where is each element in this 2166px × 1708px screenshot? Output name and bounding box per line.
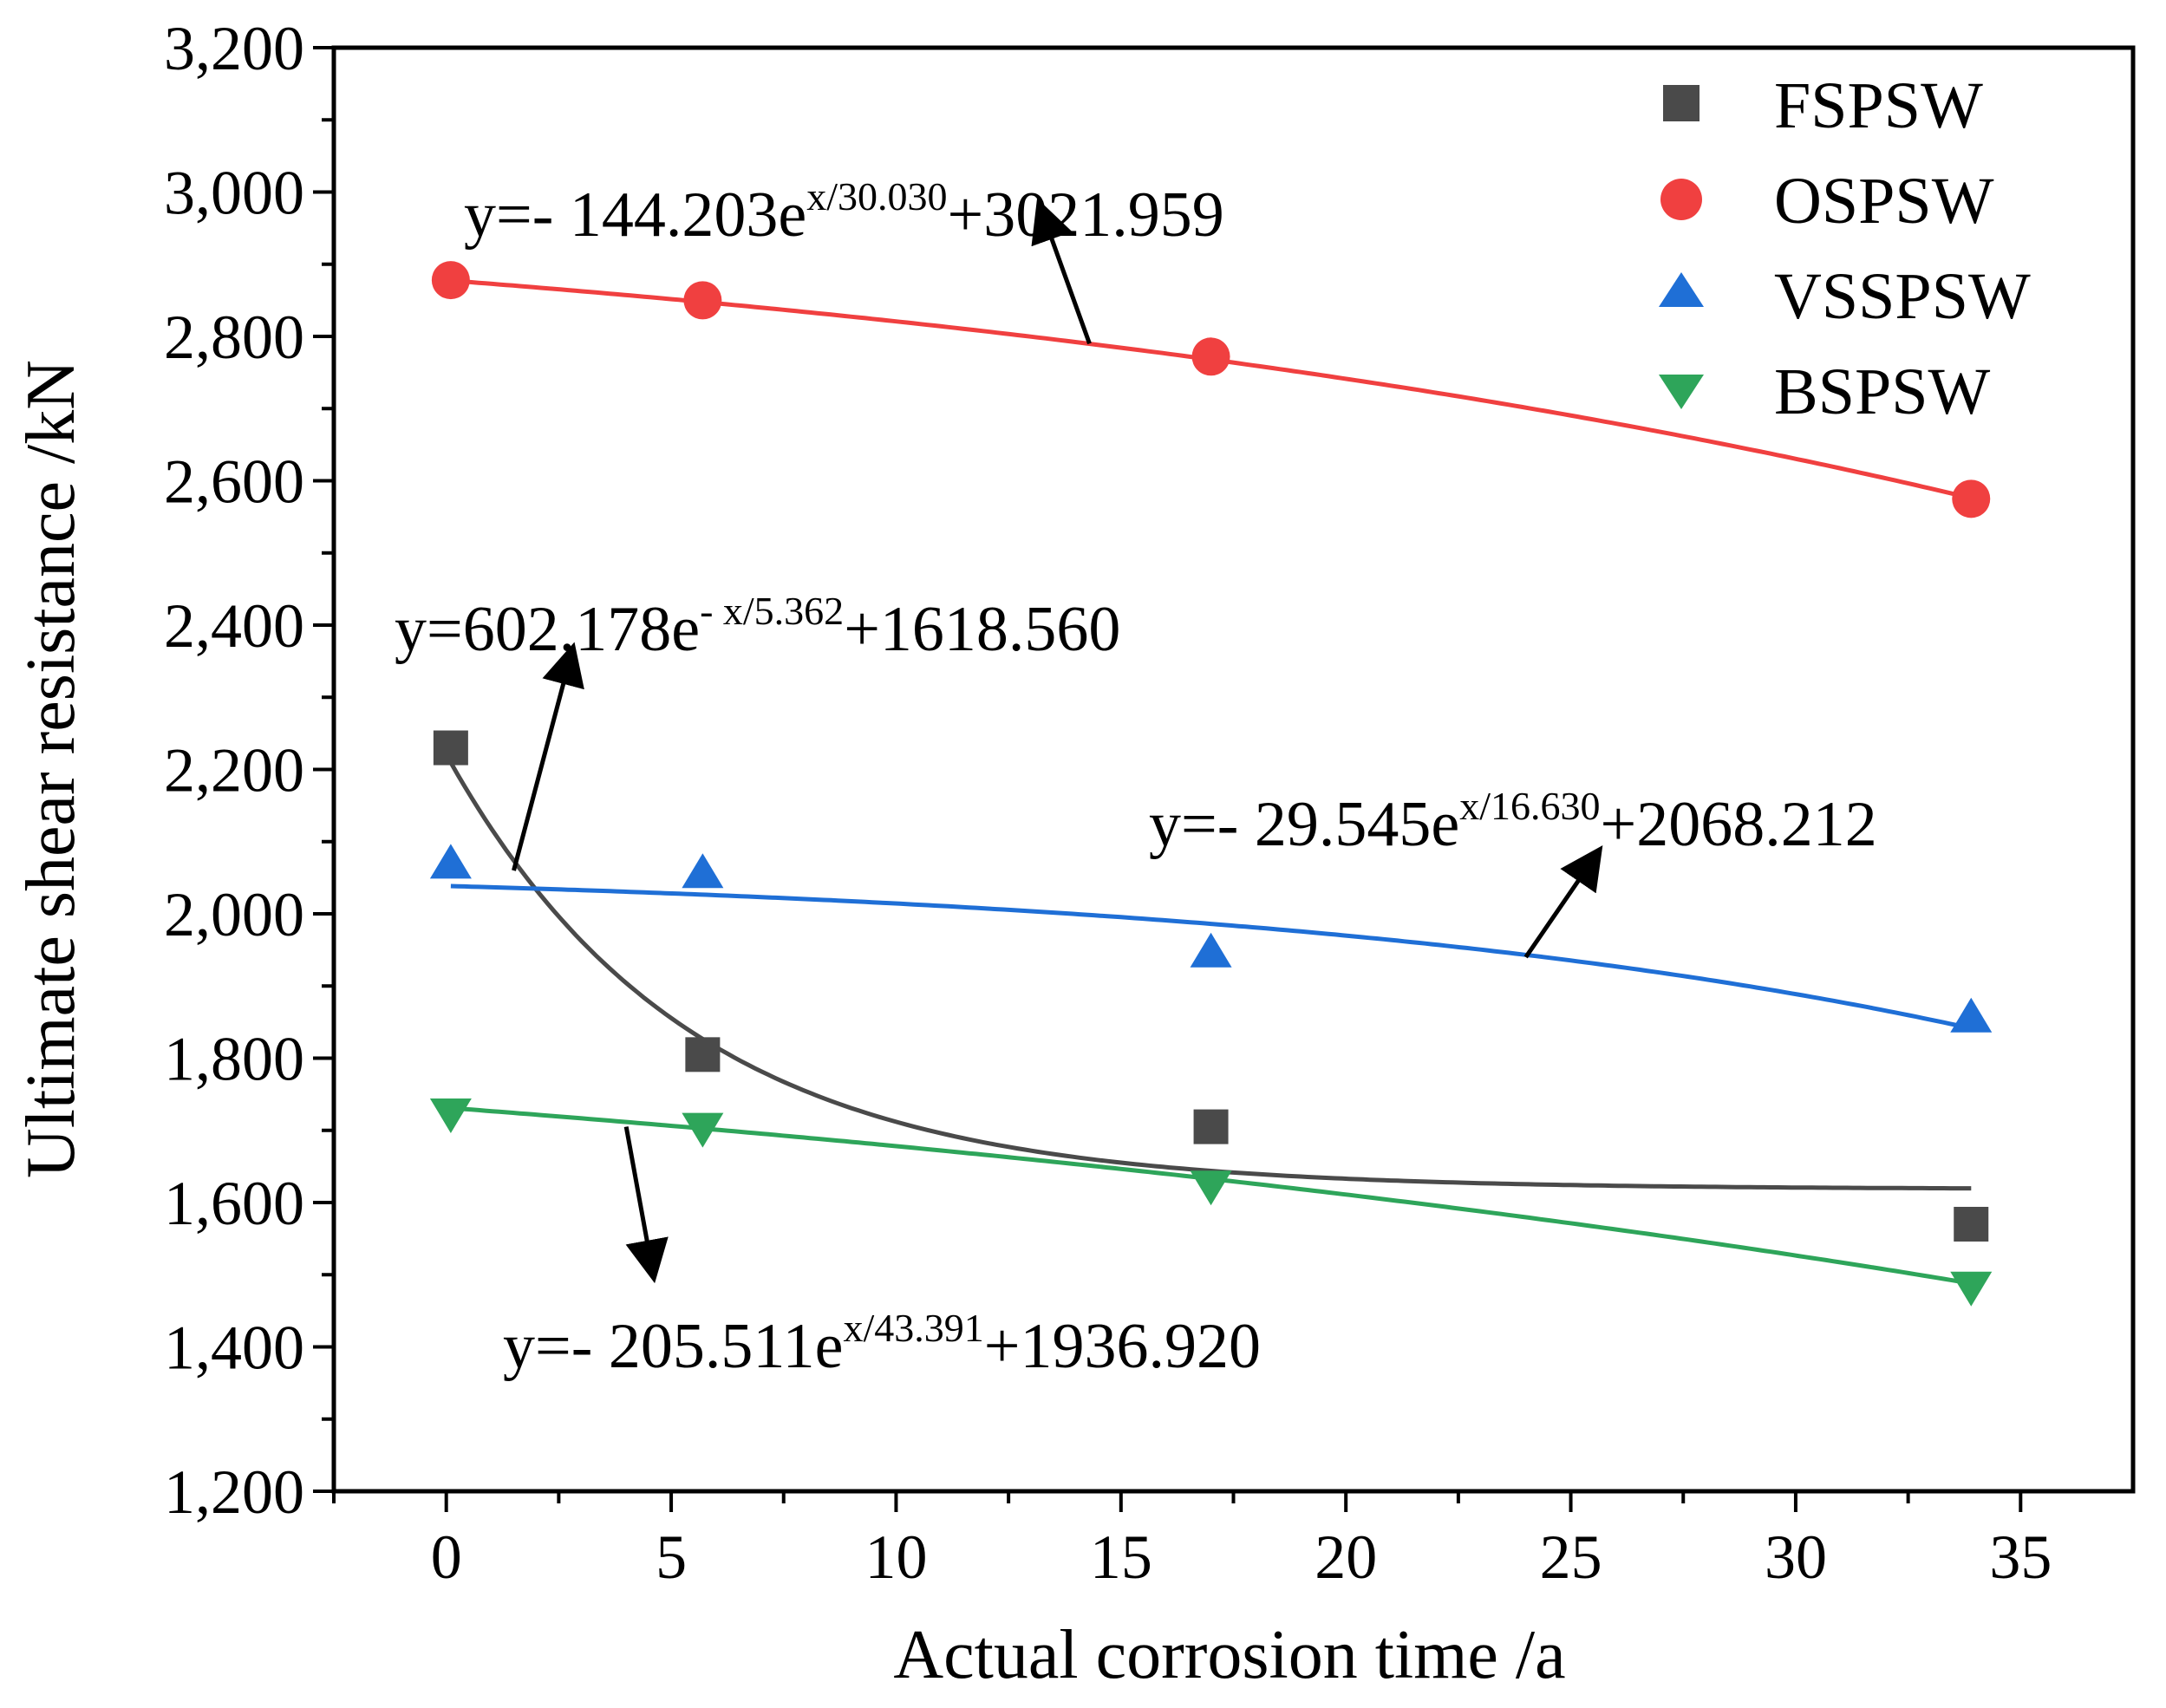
arrow-fspsw bbox=[512, 642, 584, 871]
data-point-bspsw-2 bbox=[1190, 1170, 1232, 1206]
data-markers bbox=[429, 261, 1993, 1307]
legend-marker-fspsw bbox=[1663, 85, 1700, 121]
data-point-vsspsw-2 bbox=[1190, 932, 1232, 968]
equation-vsspsw-exponent: x/16.630 bbox=[1459, 784, 1600, 828]
legend-label-ospsw: OSPSW bbox=[1774, 165, 1994, 238]
equation-fspsw-tail: +1618.560 bbox=[844, 594, 1120, 665]
equation-bspsw-exponent: x/43.391 bbox=[843, 1306, 983, 1350]
data-point-bspsw-1 bbox=[682, 1112, 724, 1148]
legend-marker-ospsw bbox=[1660, 179, 1702, 220]
data-point-fspsw-1 bbox=[685, 1037, 721, 1072]
data-point-bspsw-0 bbox=[429, 1098, 472, 1133]
x-axis-ticks: 0 5 10 15 20 25 30 35 bbox=[332, 1491, 2052, 1592]
data-point-vsspsw-0 bbox=[429, 844, 472, 879]
y-tick-label-3000: 3,000 bbox=[164, 159, 304, 228]
data-point-ospsw-0 bbox=[431, 261, 470, 300]
equation-ospsw-exponent: x/30.030 bbox=[806, 174, 947, 218]
x-tick-label-15: 15 bbox=[1090, 1522, 1152, 1592]
equation-ospsw-tail: +3021.959 bbox=[948, 179, 1224, 251]
data-point-ospsw-3 bbox=[1952, 479, 1991, 518]
equation-fspsw: y=602.178e- x/5.362+1618.560 bbox=[395, 589, 1120, 665]
fit-curve-ospsw bbox=[450, 278, 1972, 500]
equation-vsspsw-main: y=- 29.545e bbox=[1149, 789, 1459, 860]
x-tick-label-35: 35 bbox=[1989, 1522, 2052, 1592]
legend-marker-vsspsw bbox=[1659, 272, 1704, 307]
equation-vsspsw-tail: +2068.212 bbox=[1601, 789, 1877, 860]
equation-bspsw: y=- 205.511ex/43.391+1936.920 bbox=[503, 1306, 1261, 1382]
data-point-ospsw-2 bbox=[1191, 337, 1230, 376]
data-point-ospsw-1 bbox=[683, 281, 722, 320]
y-axis-ticks: 1,200 1,400 1,600 1,800 2,000 2,200 2,400 2,600… bbox=[164, 14, 334, 1527]
x-tick-label-30: 30 bbox=[1765, 1522, 1827, 1592]
data-point-vsspsw-3 bbox=[1950, 997, 1993, 1033]
y-tick-label-1600: 1,600 bbox=[164, 1169, 304, 1238]
legend-label-bspsw: BSPSW bbox=[1774, 355, 1990, 428]
data-point-fspsw-2 bbox=[1193, 1109, 1229, 1144]
y-tick-label-1200: 1,200 bbox=[164, 1457, 304, 1527]
y-tick-label-2800: 2,800 bbox=[164, 303, 304, 372]
legend-marker-bspsw bbox=[1659, 375, 1704, 409]
legend: FSPSW OSPSW VSSPSW BSPSW bbox=[1659, 69, 2031, 428]
y-tick-label-2000: 2,000 bbox=[164, 880, 304, 949]
equation-bspsw-tail: +1936.920 bbox=[984, 1311, 1261, 1382]
x-tick-label-0: 0 bbox=[431, 1522, 462, 1592]
y-axis-title: Ultimate shear resistance /kN bbox=[13, 360, 89, 1178]
y-tick-label-3200: 3,200 bbox=[164, 14, 304, 83]
x-tick-label-10: 10 bbox=[864, 1522, 927, 1592]
data-point-fspsw-3 bbox=[1954, 1206, 1989, 1242]
arrow-ospsw bbox=[1031, 198, 1092, 345]
arrow-bspsw bbox=[623, 1126, 669, 1284]
legend-label-vsspsw: VSSPSW bbox=[1774, 260, 2031, 333]
arrow-vsspsw bbox=[1523, 844, 1603, 959]
x-tick-label-25: 25 bbox=[1540, 1522, 1602, 1592]
y-tick-label-2200: 2,200 bbox=[164, 736, 304, 805]
data-point-vsspsw-1 bbox=[682, 853, 724, 889]
equation-fspsw-exponent: - x/5.362 bbox=[700, 589, 844, 633]
equation-fspsw-main: y=602.178e bbox=[395, 594, 700, 665]
x-tick-label-5: 5 bbox=[656, 1522, 687, 1592]
data-point-bspsw-3 bbox=[1950, 1271, 1993, 1307]
y-tick-label-1800: 1,800 bbox=[164, 1025, 304, 1094]
equation-ospsw: y=- 144.203ex/30.030+3021.959 bbox=[464, 174, 1224, 251]
y-tick-label-2600: 2,600 bbox=[164, 447, 304, 517]
y-tick-label-1400: 1,400 bbox=[164, 1314, 304, 1383]
x-axis-title: Actual corrosion time /a bbox=[893, 1617, 1565, 1693]
fit-curve-vsspsw bbox=[450, 883, 1972, 1031]
annotation-arrows bbox=[512, 198, 1603, 1284]
data-point-fspsw-0 bbox=[433, 730, 468, 766]
equation-vsspsw: y=- 29.545ex/16.630+2068.212 bbox=[1149, 784, 1877, 860]
equation-ospsw-main: y=- 144.203e bbox=[464, 179, 806, 251]
x-tick-label-20: 20 bbox=[1315, 1522, 1377, 1592]
y-tick-label-2400: 2,400 bbox=[164, 591, 304, 661]
legend-label-fspsw: FSPSW bbox=[1774, 69, 1983, 142]
equation-bspsw-main: y=- 205.511e bbox=[503, 1311, 843, 1382]
